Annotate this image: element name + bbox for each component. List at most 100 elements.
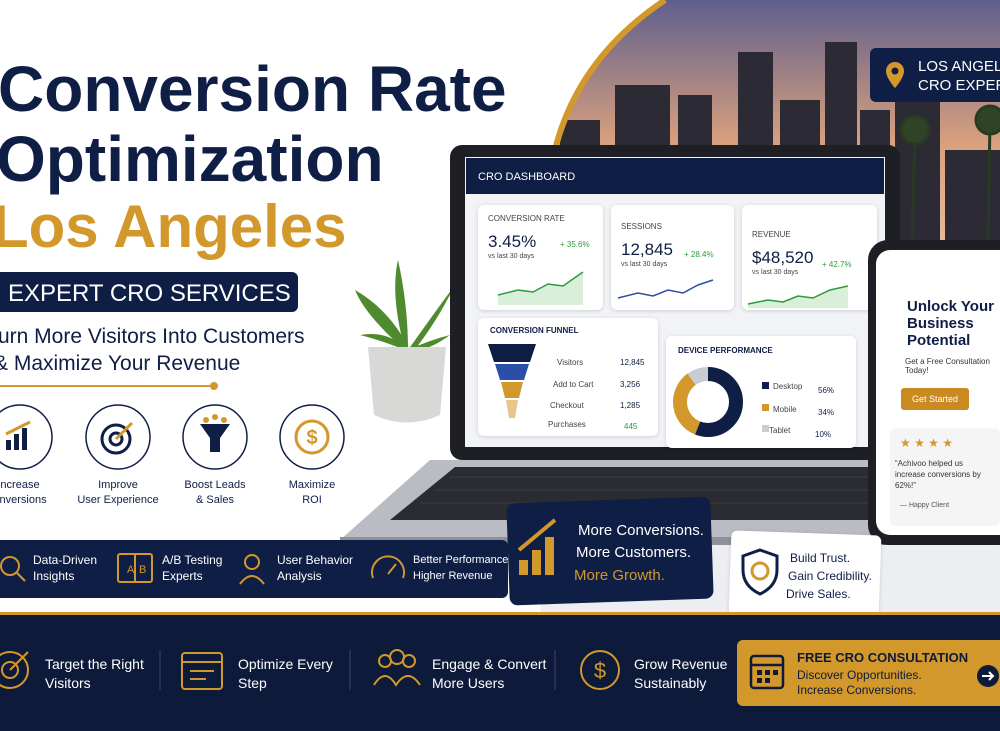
- shape: [617, 279, 714, 299]
- shape: A: [127, 564, 135, 576]
- shield-icon: [741, 548, 779, 596]
- shape: [5, 420, 31, 436]
- shape: [16, 572, 26, 582]
- phone-headline: Unlock Your Business Potential: [907, 298, 994, 349]
- strip-item: Data-Driven Insights: [33, 552, 97, 584]
- shape: [182, 404, 248, 470]
- shape: [765, 678, 770, 683]
- shape: [0, 385, 215, 387]
- shape: [762, 425, 769, 432]
- shape: [210, 382, 218, 390]
- metric-value: 12,845: [621, 240, 673, 259]
- shape: [387, 563, 397, 575]
- shape: [371, 555, 405, 579]
- tagline: urn More Visitors Into Customers: [0, 325, 305, 348]
- title-city: Los Angeles: [0, 193, 347, 260]
- shape: [580, 650, 620, 690]
- cta-box[interactable]: [737, 640, 1000, 706]
- footer-text: Optimize Every: [238, 656, 333, 672]
- feature-text: Improve: [98, 479, 138, 491]
- device-value: 34%: [818, 408, 835, 417]
- shape: [748, 286, 848, 308]
- shape: [0, 651, 29, 689]
- metric-label: CONVERSION RATE: [488, 214, 565, 223]
- metric-card: [742, 205, 877, 310]
- shape: [294, 419, 330, 455]
- shape: [9, 651, 29, 671]
- metric-period: vs last 30 days: [488, 253, 535, 260]
- shape: [750, 561, 770, 581]
- footer-text: Step: [238, 675, 267, 691]
- location-text: LOS ANGELE: [918, 58, 1000, 75]
- cta-button[interactable]: Get Started: [901, 388, 969, 410]
- shape: [773, 670, 778, 675]
- shape: [355, 290, 410, 350]
- shape: [762, 382, 769, 389]
- shape: [14, 434, 19, 450]
- feature-label: Improve User Experience: [68, 478, 168, 508]
- shape: [0, 404, 53, 470]
- feature-text: onversions: [0, 494, 47, 506]
- shape: [0, 649, 620, 690]
- metric-value: 3.45%: [488, 232, 537, 251]
- cta-text: Increase Conversions.: [797, 683, 917, 697]
- shape: [85, 404, 151, 470]
- shape: [395, 260, 408, 350]
- metric-card: [611, 205, 734, 310]
- shape: [389, 649, 405, 665]
- metric-change: + 42.7%: [822, 260, 852, 269]
- shape: [501, 382, 523, 398]
- strip-item: A/B Testing Experts: [162, 552, 222, 584]
- device-chart: [673, 367, 769, 437]
- shape: [373, 675, 421, 687]
- cta-title: FREE CRO CONSULTATION: [797, 650, 969, 665]
- strip-text: User Behavior: [277, 553, 354, 567]
- strip-text: A/B Testing: [162, 553, 223, 567]
- shape: [910, 129, 917, 241]
- shape: [982, 671, 995, 681]
- shape: [506, 400, 518, 418]
- arrow-button[interactable]: [976, 664, 1000, 688]
- shape: [741, 548, 779, 596]
- shape: [203, 417, 209, 423]
- shape: [239, 575, 265, 585]
- funnel-value: 1,285: [620, 401, 641, 410]
- shape: $: [306, 427, 317, 449]
- shape: [488, 344, 536, 362]
- feature-label: ncrease onversions: [0, 478, 70, 508]
- dashboard-title: CRO DASHBOARD: [478, 171, 576, 183]
- shape: [108, 431, 124, 447]
- shape: [402, 654, 416, 668]
- shape: [545, 537, 554, 575]
- shape: [408, 285, 455, 353]
- device-label: Mobile: [773, 405, 797, 414]
- sparklines: [497, 271, 849, 308]
- shape: [181, 652, 223, 690]
- device-title: DEVICE PERFORMANCE: [678, 346, 773, 355]
- trust-text: Gain Credibility.: [788, 569, 872, 583]
- title: Optimization: [0, 123, 384, 195]
- shape: [899, 114, 931, 146]
- shape: [519, 560, 528, 575]
- shape: [749, 654, 785, 690]
- funnel-label: Checkout: [550, 401, 584, 410]
- strip-item: Better Performance Higher Revenue: [413, 552, 508, 584]
- metric-label: REVENUE: [752, 230, 791, 239]
- feature-text: Boost Leads: [184, 479, 246, 491]
- funnel-value: 445: [624, 422, 638, 431]
- footer-text: Sustainably: [634, 675, 707, 691]
- strip-text: Analysis: [277, 569, 322, 583]
- shape: [891, 67, 899, 75]
- feature-text: ncrease: [0, 479, 40, 491]
- shape: [100, 423, 132, 455]
- shape: [747, 285, 849, 305]
- feature-label: Maximize ROI: [262, 478, 362, 508]
- review-card: [890, 428, 1000, 526]
- strip-item: User Behavior Analysis: [277, 552, 353, 584]
- shape: [221, 417, 227, 423]
- shape: [22, 428, 27, 450]
- funnel-value: 3,256: [620, 380, 641, 389]
- cta-text: Discover Opportunities.: [797, 668, 922, 682]
- strip-text: Better Performance: [413, 554, 509, 566]
